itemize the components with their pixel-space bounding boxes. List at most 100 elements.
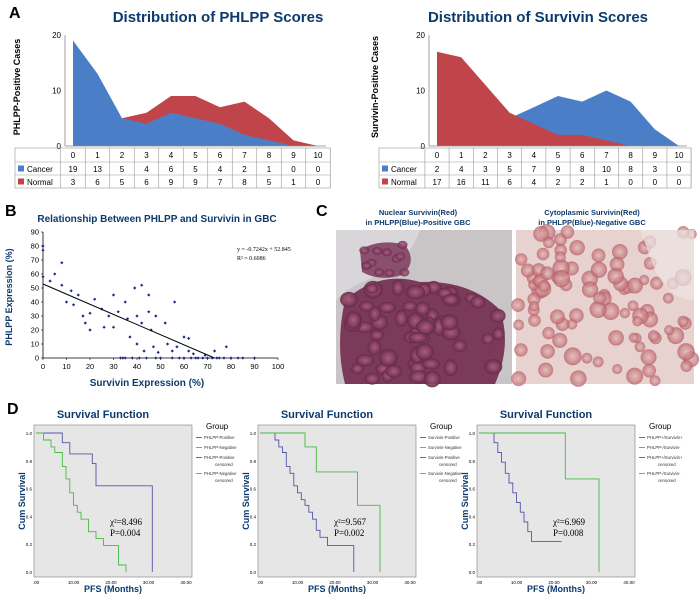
scatter-point xyxy=(177,356,181,360)
phlpp-y-tick-label: 10 xyxy=(52,87,61,96)
stained-cell xyxy=(528,314,541,327)
scatter-point xyxy=(133,286,137,290)
micrograph-cytoplasmic-survivin xyxy=(511,224,700,387)
scatter-point xyxy=(123,300,127,304)
phlpp-table-cell: 2 xyxy=(242,165,247,174)
phlpp-table-cell: 5 xyxy=(267,178,272,187)
panel-b-letter: B xyxy=(5,203,17,220)
scatter-y-tick-label: 90 xyxy=(31,228,39,237)
trend-line xyxy=(42,283,215,359)
stained-cell xyxy=(538,362,554,378)
phlpp-plot-area: 0 10 20 xyxy=(52,31,326,151)
survival-y-tick-label: 0.0 xyxy=(250,570,257,575)
stained-cell xyxy=(511,371,527,387)
phlpp-x-tick-label: 5 xyxy=(193,151,198,160)
stained-nucleus xyxy=(452,339,467,353)
stained-cell xyxy=(542,326,555,340)
survivin-table-cell: 0 xyxy=(677,165,682,174)
stained-cell xyxy=(628,332,639,343)
stained-cell xyxy=(514,343,528,357)
survival-curve-green xyxy=(479,432,600,572)
stained-nucleus xyxy=(355,354,375,367)
survival-x-tick-label: 20.00 xyxy=(105,580,117,585)
panel-d-letter: D xyxy=(7,401,19,418)
phlpp-y-tick-label: 0 xyxy=(57,142,62,151)
legend-entry-suffix: censored xyxy=(658,462,676,467)
stained-cell xyxy=(664,325,675,336)
p-value: P=0.002 xyxy=(334,528,364,538)
survival-y-tick-label: 0.6 xyxy=(26,487,33,492)
stained-nucleus xyxy=(421,358,441,370)
scatter-point xyxy=(83,321,87,325)
survival-y-tick-label: 0.6 xyxy=(250,487,257,492)
stained-nucleus xyxy=(402,301,418,312)
survival-y-tick-label: 1.0 xyxy=(26,431,33,436)
scatter-x-tick-label: 40 xyxy=(133,362,141,371)
survivin-table-cell: 0 xyxy=(653,178,658,187)
survivin-row-label-normal: Normal xyxy=(391,178,417,187)
stained-nucleus xyxy=(385,364,403,378)
phlpp-table-cell: 1 xyxy=(267,165,272,174)
survivin-table-cell: 0 xyxy=(628,178,633,187)
scatter-y-tick-label: 60 xyxy=(31,270,39,279)
right-image-caption-line1: Cytoplasmic Survivin(Red) xyxy=(544,208,640,217)
legend-entry: PHLPP-Negative xyxy=(204,471,237,476)
stained-cell xyxy=(540,266,555,281)
legend-entry: PHLPP+/Survivin+ xyxy=(647,435,683,440)
scatter-point xyxy=(60,261,64,265)
survival-x-tick-label: 40.00 xyxy=(623,580,635,585)
scatter-x-tick-label: 100 xyxy=(272,362,285,371)
survivin-x-tick-label: 9 xyxy=(653,151,658,160)
scatter-point xyxy=(48,279,52,283)
legend-entry-suffix: censored xyxy=(439,462,457,467)
scatter-y-tick-label: 80 xyxy=(31,242,39,251)
stained-cell xyxy=(632,316,643,327)
stained-cell xyxy=(511,298,525,312)
phlpp-x-tick-label: 9 xyxy=(291,151,296,160)
chi-square-statistic: χ²=9.567 xyxy=(333,517,367,527)
survivin-x-tick-label: 6 xyxy=(580,151,585,160)
phlpp-table-cell: 5 xyxy=(120,178,125,187)
scatter-x-tick-label: 50 xyxy=(156,362,164,371)
stained-cell xyxy=(677,343,695,361)
survivin-table-cell: 17 xyxy=(433,178,442,187)
scatter-point xyxy=(60,283,64,287)
scatter-point xyxy=(111,293,116,297)
scatter-point xyxy=(203,353,207,357)
stained-cell xyxy=(552,270,571,288)
scatter-point xyxy=(64,300,69,304)
stained-nucleus xyxy=(481,333,495,345)
scatter-point xyxy=(156,350,160,354)
survivin-table-cell: 1 xyxy=(604,178,609,187)
stained-cell xyxy=(626,277,643,294)
stained-nucleus xyxy=(415,343,434,361)
stained-nucleus xyxy=(368,306,381,322)
legend-title: Group xyxy=(649,422,672,431)
stained-cell xyxy=(533,225,550,242)
scatter-point xyxy=(135,314,139,318)
legend-entry: PHLPP-Positive xyxy=(204,435,235,440)
stained-nucleus xyxy=(415,319,435,336)
survival-y-tick-label: 1.0 xyxy=(469,431,476,436)
phlpp-table-cell: 0 xyxy=(291,165,296,174)
scatter-x-tick-label: 20 xyxy=(86,362,94,371)
stained-nucleus xyxy=(399,268,410,277)
survivin-table-cell: 10 xyxy=(602,165,611,174)
survival-curve-blue xyxy=(479,432,562,542)
stained-nucleus xyxy=(340,291,358,308)
scatter-point xyxy=(88,328,92,332)
scatter-point xyxy=(236,356,240,360)
stained-cell xyxy=(566,319,578,330)
stained-cell xyxy=(634,341,646,353)
stained-cell xyxy=(554,251,566,263)
right-image-caption-line2: in PHLPP(Blue)-Negative GBC xyxy=(538,218,646,227)
survivin-table-cell: 2 xyxy=(580,178,585,187)
stained-cell xyxy=(680,360,693,372)
legend-entry-suffix: censored xyxy=(215,462,233,467)
survival-y-tick-label: 0.0 xyxy=(469,570,476,575)
scatter-y-axis-label: PHLPP Expression (%) xyxy=(4,248,14,345)
phlpp-row-label-normal: Normal xyxy=(27,178,53,187)
scatter-point xyxy=(175,345,179,349)
phlpp-area-cancer xyxy=(73,40,318,146)
survival-curve-blue xyxy=(260,432,355,572)
